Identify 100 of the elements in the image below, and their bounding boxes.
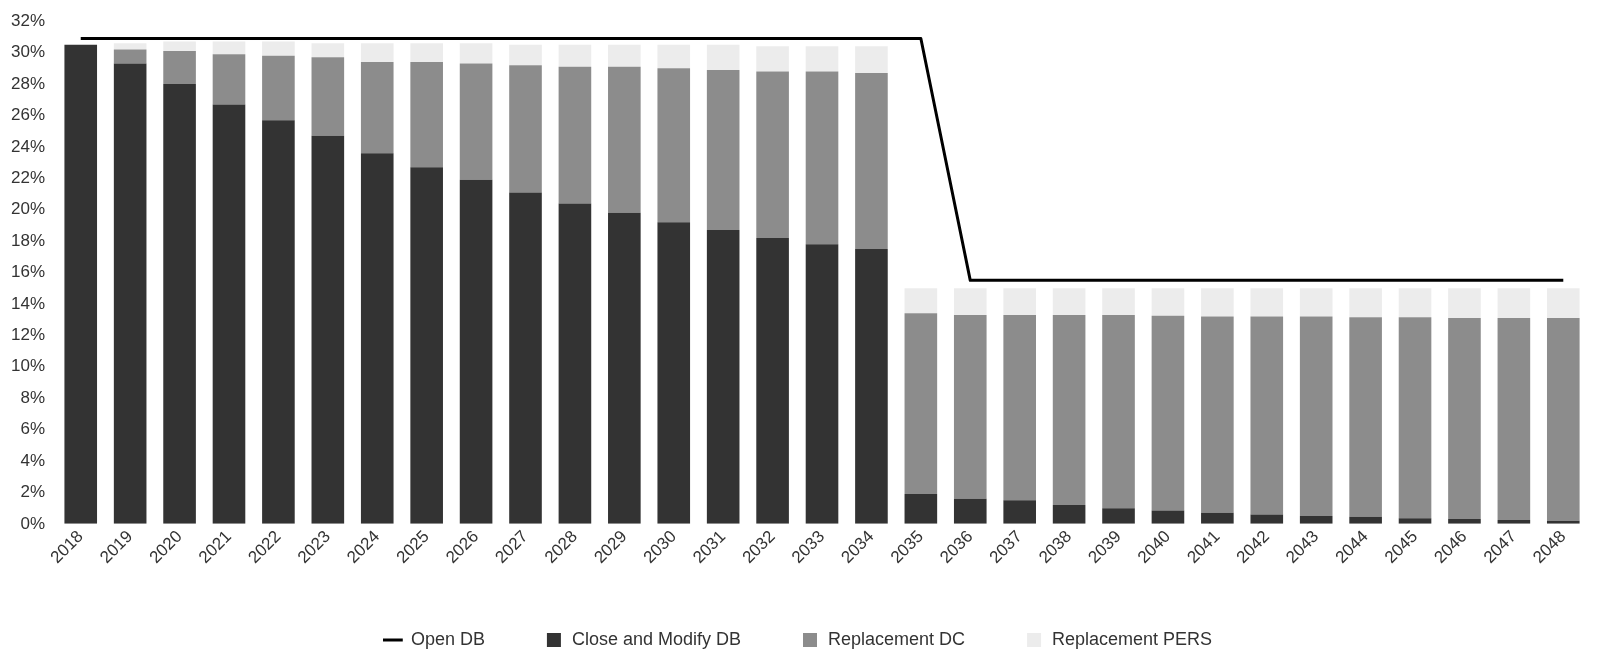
y-tick-label: 4% <box>20 450 46 470</box>
bar <box>1052 504 1086 524</box>
bar <box>1398 317 1432 519</box>
bar <box>212 54 246 105</box>
bar <box>1299 316 1333 516</box>
bar <box>1497 288 1531 319</box>
bar <box>1102 288 1135 315</box>
bar <box>1201 316 1234 513</box>
y-tick-label: 12% <box>10 325 46 345</box>
bar <box>64 44 98 524</box>
y-tick-label: 0% <box>20 513 46 533</box>
bar <box>410 62 443 168</box>
bar <box>1250 288 1284 317</box>
bar <box>509 44 542 66</box>
y-tick-label: 8% <box>20 387 46 407</box>
bar <box>212 41 246 55</box>
bar <box>1398 288 1432 318</box>
bar <box>608 44 641 67</box>
bar <box>805 244 839 524</box>
bar <box>212 104 246 524</box>
bar <box>1250 316 1284 515</box>
bar <box>953 498 987 524</box>
bar <box>756 46 789 72</box>
bar <box>953 288 987 315</box>
y-tick-label: 20% <box>10 199 46 219</box>
bar <box>657 222 691 524</box>
bar <box>163 41 196 52</box>
bar <box>262 120 295 524</box>
bar <box>657 44 691 69</box>
legend-label: Close and Modify DB <box>571 628 741 649</box>
bar <box>262 55 295 121</box>
bar <box>311 57 345 136</box>
bar <box>1102 508 1135 524</box>
bar <box>459 179 493 524</box>
bar <box>360 62 394 154</box>
bar <box>1052 288 1086 315</box>
y-tick-label: 32% <box>10 10 46 30</box>
bar <box>706 44 740 70</box>
bar <box>410 43 443 63</box>
bar <box>113 43 147 50</box>
bar <box>904 313 938 494</box>
bar <box>558 203 592 524</box>
bar <box>113 49 147 64</box>
legend-label: Replacement DC <box>827 628 966 649</box>
bar <box>163 51 196 85</box>
y-tick-label: 22% <box>10 167 46 187</box>
bar <box>855 46 888 74</box>
bar <box>113 63 147 524</box>
y-tick-label: 2% <box>20 482 46 502</box>
bar <box>163 84 196 524</box>
bar <box>1003 288 1036 315</box>
bar <box>1349 288 1382 318</box>
bar <box>904 288 938 314</box>
bar <box>1299 515 1333 524</box>
bar <box>1250 514 1284 524</box>
bar <box>262 41 295 56</box>
bar <box>1102 314 1135 509</box>
bar <box>1349 317 1382 517</box>
bar <box>608 212 641 524</box>
bar <box>805 46 839 72</box>
bar <box>805 71 839 245</box>
bar <box>1299 288 1333 317</box>
bar <box>706 69 740 231</box>
y-tick-label: 24% <box>10 136 46 156</box>
bar <box>360 153 394 524</box>
bar <box>360 43 394 63</box>
bar <box>756 237 789 524</box>
legend-label: Replacement PERS <box>1052 628 1213 649</box>
bar <box>953 314 987 499</box>
y-tick-label: 30% <box>10 42 46 62</box>
bar <box>459 43 493 64</box>
bar <box>706 230 740 524</box>
bar <box>558 66 592 204</box>
bar <box>1448 318 1481 520</box>
y-tick-label: 26% <box>10 105 46 125</box>
bar <box>1201 512 1234 524</box>
bar <box>1003 500 1036 524</box>
bar <box>1546 288 1580 319</box>
bar <box>311 43 345 58</box>
bar <box>756 71 789 238</box>
y-tick-label: 28% <box>10 73 46 93</box>
bar <box>311 135 345 524</box>
bar <box>509 192 542 524</box>
y-tick-label: 16% <box>10 262 46 282</box>
bar <box>657 68 691 223</box>
y-tick-label: 6% <box>20 419 46 439</box>
bar <box>1052 314 1086 505</box>
bar <box>1448 288 1481 319</box>
bar <box>1497 318 1531 520</box>
bar <box>558 44 592 67</box>
bar <box>1546 318 1580 521</box>
bar <box>410 167 443 524</box>
bar <box>608 66 641 213</box>
bar <box>1151 288 1185 316</box>
bar <box>855 73 888 249</box>
bar <box>1151 510 1185 524</box>
bar <box>459 63 493 180</box>
bar <box>1151 315 1185 511</box>
bar <box>904 493 938 524</box>
bar <box>855 248 888 524</box>
